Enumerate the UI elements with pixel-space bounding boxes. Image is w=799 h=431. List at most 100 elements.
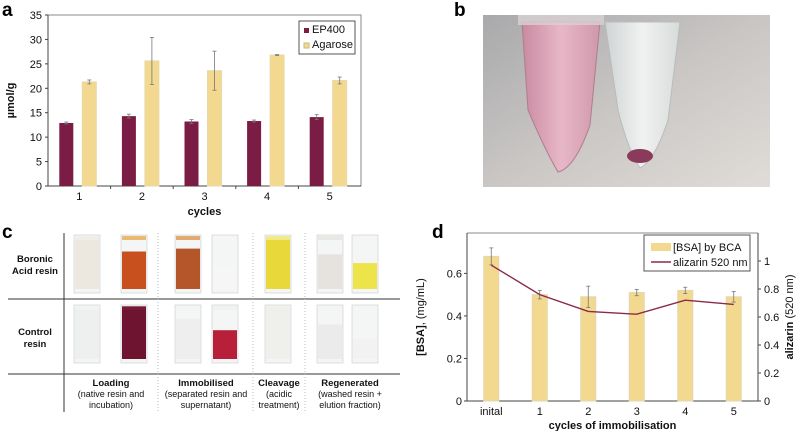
y-tick-label: 0.6 xyxy=(447,268,462,280)
col-loading-sub: (native resin and xyxy=(78,389,145,399)
y-tick-label: 35 xyxy=(30,10,42,22)
col-regenerated-sub: (washed resin + xyxy=(318,389,382,399)
bar-bsa xyxy=(677,289,694,402)
pellet xyxy=(627,149,653,163)
bar-ep400 xyxy=(121,116,136,186)
tube-content xyxy=(176,318,200,359)
tube-rim xyxy=(213,236,237,240)
y-axis-title: µmol/g xyxy=(5,83,17,119)
col-immobilised-title: Immobilised xyxy=(178,378,234,389)
tube-content xyxy=(318,254,342,289)
tube-content xyxy=(318,324,342,359)
x-tick-label: 5 xyxy=(731,406,737,418)
col-immobilised-sub: (separated resin and xyxy=(165,389,248,399)
tube-content xyxy=(266,239,290,289)
legend: EP400 Agarose xyxy=(298,20,356,55)
tube-content xyxy=(75,307,99,359)
row-label-control-2: resin xyxy=(24,339,47,350)
bar-agarose xyxy=(269,54,285,187)
x-tick-label: 2 xyxy=(585,406,591,418)
legend-swatch xyxy=(304,28,309,33)
row-label-boronic-2: Acid resin xyxy=(12,266,58,277)
tube-rim xyxy=(75,306,99,310)
legend-label: EP400 xyxy=(312,24,345,36)
legend-swatch xyxy=(651,243,671,251)
y-axis-title-unit: , (mg/mL) xyxy=(415,278,427,325)
y-tick-label: 20 xyxy=(30,83,42,95)
y2-axis-title: alizarin (520 nm) xyxy=(784,275,796,360)
x-tick-label: inital xyxy=(480,406,503,418)
x-tick-label: 1 xyxy=(76,191,82,203)
clear-tube xyxy=(604,21,681,169)
y2-axis-title-bold: alizarin xyxy=(784,321,796,359)
y-tick-label: 0 xyxy=(36,181,42,193)
x-tick-label: 2 xyxy=(139,191,145,203)
row-label-boronic-1: Boronic xyxy=(17,254,53,265)
bar-agarose xyxy=(332,79,348,187)
x-tick-label: 3 xyxy=(201,191,207,203)
legend-box xyxy=(643,234,751,272)
tube-rim xyxy=(266,236,290,240)
y-tick-label: 25 xyxy=(30,59,42,71)
x-tick-label: 4 xyxy=(264,191,270,203)
x-tick-label: 3 xyxy=(634,406,640,418)
legend-label: Agarose xyxy=(312,39,353,51)
tube-rim xyxy=(266,306,290,310)
legend-label: [BSA] by BCA xyxy=(673,242,742,254)
x-tick-label: 5 xyxy=(327,191,333,203)
panel-c-photos: Boronic Acid resin Control resin Loading… xyxy=(8,233,400,412)
tube-content xyxy=(122,251,146,289)
legend-label: alizarin 520 nm xyxy=(673,257,748,269)
y-tick-label: 0 xyxy=(456,396,462,408)
x-tick-label: 1 xyxy=(537,406,543,418)
line-alizarin xyxy=(490,264,734,315)
tube-rim xyxy=(176,236,200,240)
col-loading-sub: incubation) xyxy=(89,400,133,410)
y-tick-label: 0.2 xyxy=(447,353,462,365)
panel-label-a: a xyxy=(2,0,13,21)
chart-d: 0 0.2 0.4 0.6 0 0.2 0.4 0.6 0.8 1 inital 1 2 3 4 5 cycle… xyxy=(415,232,796,431)
col-cleavage-sub: (acidic xyxy=(266,389,293,399)
y-axis-title-bold: [BSA] xyxy=(415,325,427,356)
y2-tick-label: 0.4 xyxy=(764,340,779,352)
bar-bsa xyxy=(580,296,597,402)
tube-content xyxy=(176,248,200,289)
tube-rim xyxy=(353,236,377,240)
chart-a: 0 5 10 15 20 25 30 35 1 2 3 4 5 cycles µmol/g EP400 Agar… xyxy=(5,10,362,218)
col-cleavage-sub: treatment) xyxy=(258,400,299,410)
col-immobilised-sub: supernatant) xyxy=(181,400,232,410)
tube-content xyxy=(353,338,377,359)
column-labels: Loading (native resin and incubation) Im… xyxy=(78,378,382,410)
x-axis-title: cycles xyxy=(188,206,222,218)
panel-label-c: c xyxy=(2,222,13,243)
bar-bsa xyxy=(483,255,500,402)
y-tick-label: 30 xyxy=(30,34,42,46)
x-axis-title: cycles of immobilisation xyxy=(549,420,677,431)
row-label-control-1: Control xyxy=(18,327,52,338)
tube-rim xyxy=(318,306,342,310)
bar-ep400 xyxy=(309,117,324,186)
y2-tick-label: 0.8 xyxy=(764,284,779,296)
y-tick-label: 10 xyxy=(30,132,42,144)
y2-axis-title-unit: (520 nm) xyxy=(784,275,796,322)
tube-rim xyxy=(353,306,377,310)
tube-content xyxy=(75,237,99,289)
bar-ep400 xyxy=(247,121,262,186)
bar-agarose xyxy=(81,81,97,187)
pink-tube-rim xyxy=(518,15,604,25)
y-axis-title: [BSA], (mg/mL) xyxy=(415,278,427,356)
x-tick-label: 4 xyxy=(682,406,688,418)
y-tick-label: 15 xyxy=(30,108,42,120)
legend-box xyxy=(298,20,356,55)
tube-rim xyxy=(213,306,237,310)
y2-tick-label: 0.2 xyxy=(764,368,779,380)
tube-rim xyxy=(75,236,99,240)
tube-content xyxy=(122,307,146,359)
y-tick-label: 5 xyxy=(36,157,42,169)
col-loading-title: Loading xyxy=(93,378,130,389)
tube-rim xyxy=(122,236,146,240)
pink-tube xyxy=(521,21,601,173)
y-tick-label: 0.4 xyxy=(447,311,462,323)
tube-content xyxy=(213,266,237,289)
